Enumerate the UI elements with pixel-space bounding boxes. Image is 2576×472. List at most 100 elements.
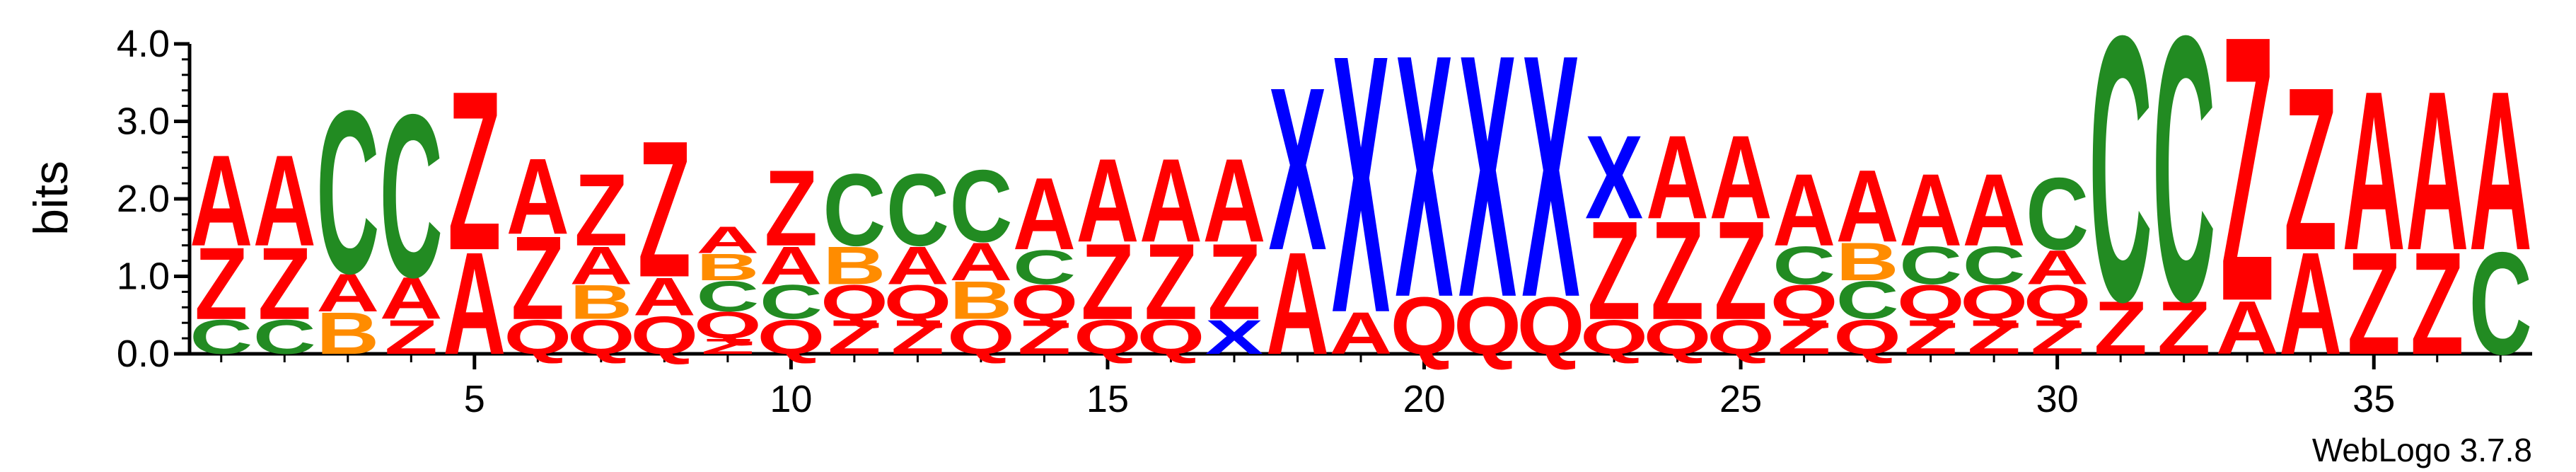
glyph-A: A	[2343, 44, 2406, 298]
stack-position-8: QAZ	[630, 101, 698, 366]
glyph-A: A	[1076, 135, 1139, 267]
x-ticks: 5 10 15 20 25 30 35	[220, 354, 2502, 420]
glyph-A: A	[253, 128, 316, 273]
x-tick-label: 35	[2352, 378, 2395, 420]
glyph-C: C	[823, 152, 886, 267]
glyph-Z: Z	[1081, 221, 1134, 343]
stack-position-1: CZA	[190, 128, 253, 364]
glyph-A: A	[1266, 222, 1329, 386]
glyph-A: A	[1646, 112, 1709, 244]
glyph-Z: Z	[638, 101, 691, 318]
stack-position-33: AZ	[2216, 0, 2279, 381]
glyph-Z: Z	[258, 226, 311, 341]
glyph-Z: Z	[1144, 221, 1197, 343]
stack-position-35: ZA	[2343, 44, 2406, 386]
stack-position-6: QZA	[504, 137, 572, 365]
glyph-C: C	[1836, 270, 1899, 330]
glyph-Z: Z	[2410, 222, 2464, 386]
glyph-A: A	[2469, 44, 2532, 298]
glyph-A: A	[1963, 152, 2026, 267]
stack-position-21: QX	[1454, 0, 1521, 372]
glyph-A: A	[2216, 286, 2279, 370]
stack-position-22: QX	[1517, 0, 1585, 372]
stack-position-34: AZ	[2279, 38, 2342, 386]
stack-position-32: ZC	[2152, 0, 2215, 381]
glyph-X: X	[1585, 112, 1643, 244]
stack-position-2: CZA	[253, 128, 316, 364]
x-tick-label: 5	[464, 378, 485, 420]
glyph-A: A	[949, 231, 1012, 292]
glyph-Z: Z	[1904, 311, 1957, 365]
glyph-A: A	[696, 219, 759, 262]
glyph-Q: Q	[1770, 275, 1838, 330]
glyph-Q: Q	[1517, 281, 1585, 372]
glyph-C: C	[949, 149, 1012, 264]
stack-position-5: AZ	[443, 44, 506, 386]
x-tick-label: 15	[1086, 378, 1129, 420]
glyph-A: A	[1710, 112, 1773, 244]
glyph-B: B	[1836, 231, 1899, 292]
glyph-Z: Z	[195, 226, 248, 341]
stack-position-24: QZA	[1644, 112, 1712, 364]
stack-position-3: BAC	[316, 62, 379, 367]
glyph-A: A	[1899, 152, 1962, 267]
glyph-A: A	[1836, 149, 1899, 264]
glyph-C: C	[1013, 241, 1076, 295]
glyph-C: C	[2469, 222, 2532, 386]
glyph-A: A	[2026, 241, 2089, 295]
stack-position-20: QX	[1391, 0, 1458, 372]
stack-position-31: ZC	[2089, 0, 2152, 381]
glyph-Q: Q	[1833, 311, 1901, 365]
glyph-Z: Z	[828, 311, 881, 365]
glyph-C: C	[253, 311, 316, 365]
x-axis: 5 10 15 20 25 30 35	[190, 352, 2532, 420]
glyph-Q: Q	[1391, 281, 1458, 372]
stack-position-25: QZA	[1707, 112, 1775, 364]
glyph-A: A	[1202, 135, 1265, 267]
glyph-Z: Z	[511, 212, 564, 345]
glyph-A: A	[316, 262, 379, 323]
y-axis-label: bits	[24, 161, 78, 236]
glyph-C: C	[2152, 0, 2215, 381]
glyph-X: X	[1458, 0, 1517, 369]
y-tick-label: 3.0	[117, 100, 170, 143]
glyph-Z: Z	[701, 335, 754, 359]
glyph-C: C	[316, 62, 379, 322]
glyph-Z: Z	[2348, 222, 2401, 386]
glyph-Q: Q	[1074, 311, 1142, 365]
glyph-C: C	[760, 275, 823, 330]
glyph-Z: Z	[385, 311, 438, 365]
glyph-A: A	[2279, 222, 2342, 386]
glyph-Q: Q	[1707, 311, 1775, 365]
glyph-Q: Q	[1897, 275, 1965, 330]
glyph-X: X	[1395, 0, 1454, 369]
glyph-Z: Z	[2221, 0, 2274, 381]
y-tick-label: 1.0	[117, 255, 170, 298]
glyph-Q: Q	[1580, 311, 1648, 365]
stack-position-36: ZA	[2406, 44, 2468, 386]
glyph-A: A	[506, 137, 569, 258]
glyph-Z: Z	[2284, 38, 2337, 299]
glyph-Q: Q	[2024, 275, 2091, 330]
glyph-C: C	[380, 66, 443, 326]
glyph-Q: Q	[947, 311, 1015, 365]
glyph-Z: Z	[2031, 311, 2084, 365]
glyph-C: C	[1773, 235, 1835, 296]
glyph-Q: Q	[504, 311, 572, 365]
glyph-Z: Z	[2094, 286, 2147, 370]
glyph-Z: Z	[891, 311, 944, 365]
glyph-Q: Q	[820, 275, 888, 330]
y-tick-label: 4.0	[117, 23, 170, 65]
glyph-C: C	[1899, 235, 1962, 296]
